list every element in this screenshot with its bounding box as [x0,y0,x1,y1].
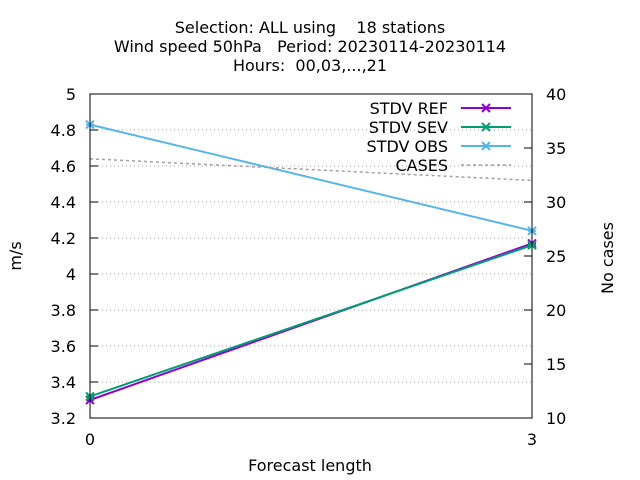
x-tick-label: 0 [85,430,95,449]
grid [90,129,532,383]
y2-tick-label: 30 [546,193,566,212]
y2-axis-label: No cases [598,222,617,294]
legend-marker [481,103,491,113]
plot-frame [89,93,533,419]
series-cases [89,158,533,182]
y-tick-label: 4.8 [51,121,76,140]
y-tick-label: 3.8 [51,301,76,320]
legend-marker [481,122,491,132]
y-tick-label: 3.6 [51,337,76,356]
series-line [89,158,533,182]
y2-tick-label: 15 [546,355,566,374]
y2-tick-label: 40 [546,85,566,104]
y2-tick-label: 35 [546,139,566,158]
y-tick-label: 4 [66,265,76,284]
chart-title: Selection: ALL using 18 stations Wind sp… [114,18,506,75]
series-layer [85,119,537,405]
legend-label: STDV OBS [367,137,448,156]
y-tick-label: 4.6 [51,157,76,176]
y-tick-label: 4.2 [51,229,76,248]
y-tick-label: 3.4 [51,373,76,392]
legend-label: STDV REF [370,99,448,118]
x-axis-label: Forecast length [248,456,372,475]
legend-marker [481,141,491,151]
y-tick-label: 5 [66,85,76,104]
legend-label: CASES [395,156,448,175]
y-tick-label: 4.4 [51,193,76,212]
x-tick-label: 3 [527,430,537,449]
legend-label: STDV SEV [369,118,448,137]
series-line [89,123,533,232]
y2-tick-label: 25 [546,247,566,266]
series-line [89,244,533,398]
y2-tick-label: 10 [546,409,566,428]
title-line-2: Wind speed 50hPa Period: 20230114-202301… [114,37,506,56]
y-axis-label: m/s [6,241,25,270]
title-line-3: Hours: 00,03,...,21 [233,56,387,75]
axes: 3.23.43.63.844.24.44.64.8510152025303540… [51,85,567,449]
y2-tick-label: 20 [546,301,566,320]
title-line-1: Selection: ALL using 18 stations [175,18,445,37]
y-tick-label: 3.2 [51,409,76,428]
